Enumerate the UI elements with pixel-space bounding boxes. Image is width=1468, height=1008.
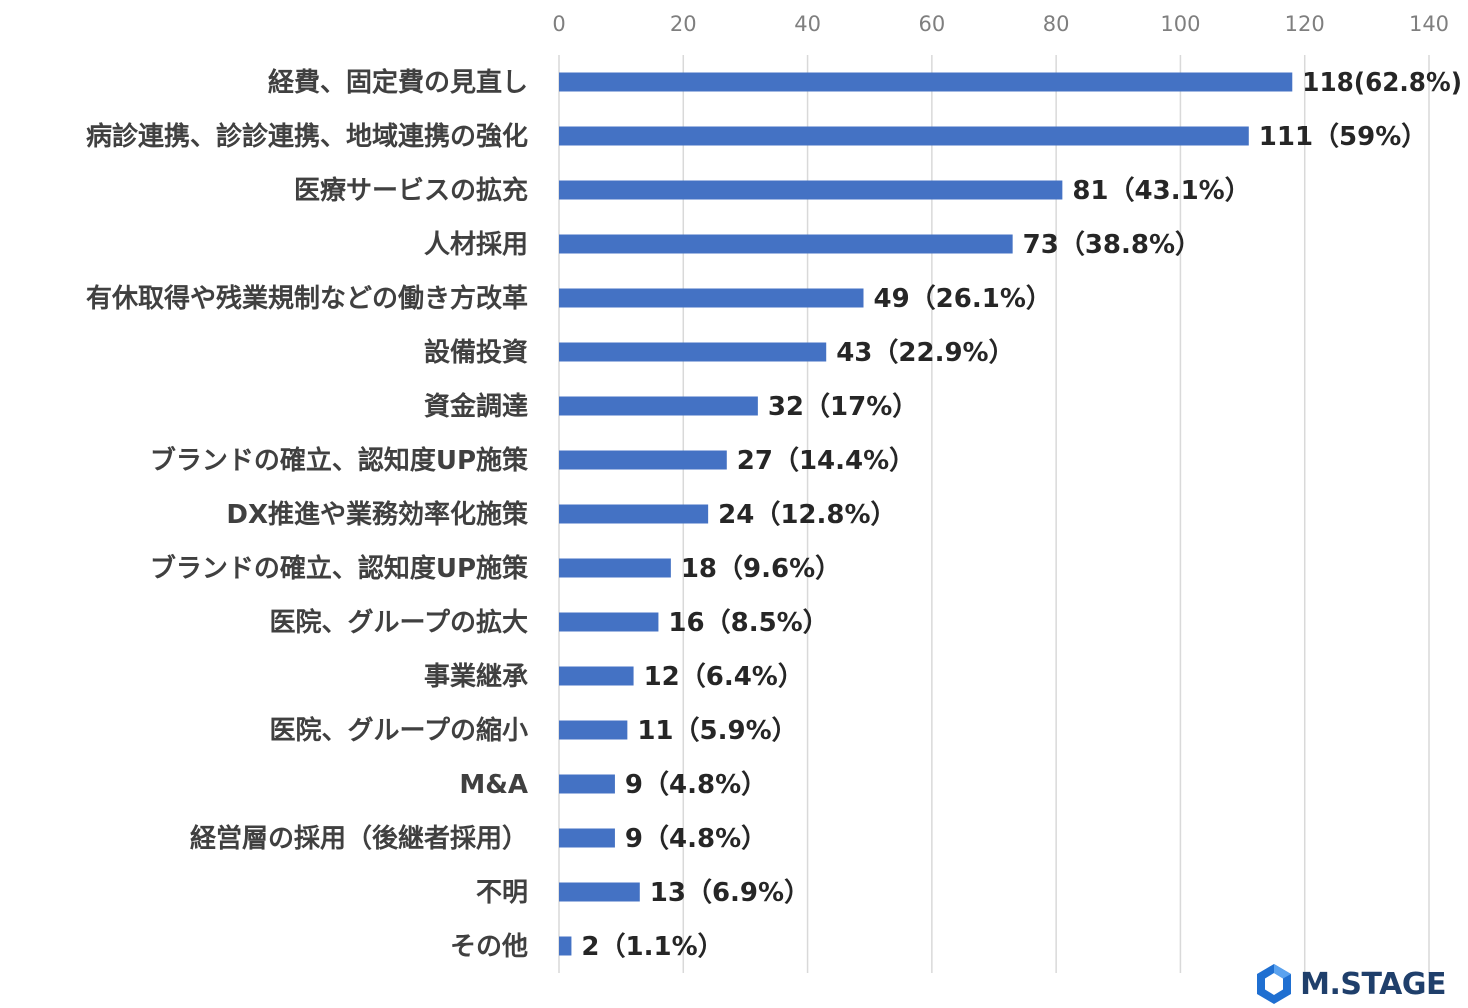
logo-text: M.STAGE xyxy=(1300,966,1446,1002)
data-label: 43（22.9%） xyxy=(836,338,1014,368)
bar xyxy=(559,558,671,578)
data-label: 11（5.9%） xyxy=(637,716,797,746)
mstage-logo: M.STAGE xyxy=(1254,962,1446,1006)
bar xyxy=(559,936,572,956)
data-label: 9（4.8%） xyxy=(625,770,767,800)
category-labels: 経費、固定費の見直し病診連携、診診連携、地域連携の強化医療サービスの拡充人材採用… xyxy=(86,67,528,962)
category-label: 設備投資 xyxy=(424,337,528,368)
x-tick-label: 100 xyxy=(1160,12,1200,36)
category-label: 不明 xyxy=(476,878,528,908)
category-label: 資金調達 xyxy=(424,391,528,422)
data-label: 118(62.8%) xyxy=(1302,68,1462,98)
gridlines xyxy=(558,55,1430,973)
bar xyxy=(559,234,1013,254)
category-label: 事業継承 xyxy=(424,661,528,692)
data-label: 16（8.5%） xyxy=(668,608,828,638)
bar xyxy=(559,126,1249,146)
x-tick-label: 80 xyxy=(1043,12,1070,36)
bar xyxy=(559,882,640,902)
bar xyxy=(559,666,634,686)
bar xyxy=(559,720,628,740)
data-label: 81（43.1%） xyxy=(1072,176,1250,206)
bar xyxy=(559,180,1063,200)
bar xyxy=(559,612,659,632)
bar xyxy=(559,288,864,308)
category-label: その他 xyxy=(450,932,528,962)
data-label: 111（59%） xyxy=(1259,122,1428,152)
bar xyxy=(559,72,1293,92)
bar xyxy=(559,828,615,848)
x-tick-label: 40 xyxy=(794,12,821,36)
bar xyxy=(559,504,709,524)
category-label: 有休取得や残業規制などの働き方改革 xyxy=(86,283,528,314)
bar xyxy=(559,342,827,362)
data-label: 18（9.6%） xyxy=(681,554,841,584)
category-label: 経営層の採用（後継者採用） xyxy=(190,823,528,854)
category-label: 経費、固定費の見直し xyxy=(268,67,528,98)
bar xyxy=(559,396,758,416)
category-label: ブランドの確立、認知度UP施策 xyxy=(150,445,528,476)
data-label: 13（6.9%） xyxy=(650,878,810,908)
x-tick-label: 60 xyxy=(918,12,945,36)
category-label: 人材採用 xyxy=(424,230,528,260)
category-label: 医院、グループの拡大 xyxy=(270,607,528,638)
x-tick-label: 120 xyxy=(1285,12,1325,36)
data-label: 24（12.8%） xyxy=(718,500,896,530)
bar xyxy=(559,774,615,794)
data-labels: 118(62.8%) 111（59%） 81（43.1%） 73（38.8%） 49（2… xyxy=(581,68,1462,962)
data-label: 73（38.8%） xyxy=(1023,230,1201,260)
data-label: 9（4.8%） xyxy=(625,824,767,854)
category-label: ブランドの確立、認知度UP施策 xyxy=(150,553,528,584)
bars xyxy=(559,72,1293,956)
category-label: M&A xyxy=(459,770,528,800)
data-label: 49（26.1%） xyxy=(874,284,1052,314)
x-axis-ticks: 0 20 40 60 80 100 120 140 xyxy=(552,12,1449,36)
category-label: 病診連携、診診連携、地域連携の強化 xyxy=(86,121,528,152)
bar xyxy=(559,450,727,470)
category-label: 医院、グループの縮小 xyxy=(270,715,528,746)
category-label: 医療サービスの拡充 xyxy=(294,175,528,206)
data-label: 2（1.1%） xyxy=(581,932,723,962)
x-tick-label: 0 xyxy=(552,12,565,36)
data-label: 12（6.4%） xyxy=(644,662,804,692)
x-tick-label: 20 xyxy=(670,12,697,36)
category-label: DX推進や業務効率化施策 xyxy=(226,499,528,530)
data-label: 32（17%） xyxy=(768,392,918,422)
data-label: 27（14.4%） xyxy=(737,446,915,476)
x-tick-label: 140 xyxy=(1409,12,1449,36)
hexagon-logo-icon xyxy=(1257,964,1292,1004)
